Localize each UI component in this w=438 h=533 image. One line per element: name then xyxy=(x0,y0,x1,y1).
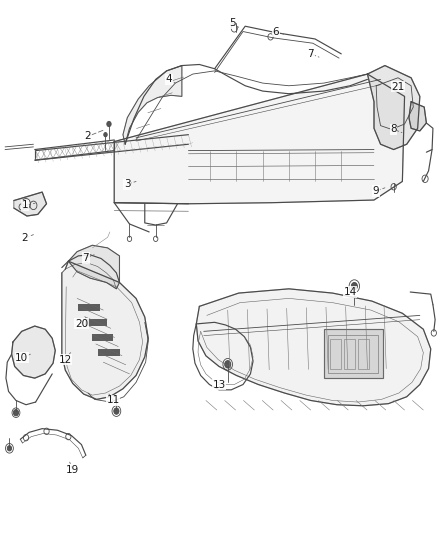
Bar xyxy=(330,340,341,368)
Polygon shape xyxy=(196,289,431,406)
Text: 11: 11 xyxy=(107,395,120,406)
Text: 7: 7 xyxy=(82,253,89,263)
Circle shape xyxy=(7,446,12,451)
Circle shape xyxy=(225,361,231,368)
Bar xyxy=(358,340,369,368)
Text: 19: 19 xyxy=(66,465,79,474)
Circle shape xyxy=(13,409,18,416)
Text: 4: 4 xyxy=(166,75,172,84)
Bar xyxy=(78,304,100,311)
Polygon shape xyxy=(114,74,405,204)
Text: 6: 6 xyxy=(272,27,279,37)
Circle shape xyxy=(104,133,107,137)
Bar xyxy=(85,319,107,326)
Bar xyxy=(98,350,120,356)
Bar xyxy=(344,340,355,368)
Bar xyxy=(328,335,378,373)
Text: 21: 21 xyxy=(392,82,405,92)
Polygon shape xyxy=(68,245,120,289)
Polygon shape xyxy=(123,66,182,144)
Bar xyxy=(92,334,113,341)
Circle shape xyxy=(114,408,119,414)
Text: 20: 20 xyxy=(75,319,88,329)
Text: 5: 5 xyxy=(229,18,235,28)
Polygon shape xyxy=(12,326,55,378)
Text: 10: 10 xyxy=(15,353,28,363)
Circle shape xyxy=(351,282,357,290)
Text: 9: 9 xyxy=(373,186,379,196)
Text: 1: 1 xyxy=(21,200,28,211)
Text: 7: 7 xyxy=(307,49,314,59)
Polygon shape xyxy=(14,192,46,216)
Text: 8: 8 xyxy=(390,124,397,134)
Text: 12: 12 xyxy=(59,354,72,365)
Bar xyxy=(324,329,383,378)
Text: 2: 2 xyxy=(85,131,92,141)
Polygon shape xyxy=(409,102,426,131)
Polygon shape xyxy=(367,66,420,150)
Text: 3: 3 xyxy=(124,179,131,189)
Text: 13: 13 xyxy=(212,379,226,390)
Text: 2: 2 xyxy=(21,233,28,244)
Circle shape xyxy=(107,122,111,127)
Text: 14: 14 xyxy=(343,287,357,297)
Polygon shape xyxy=(62,261,148,399)
